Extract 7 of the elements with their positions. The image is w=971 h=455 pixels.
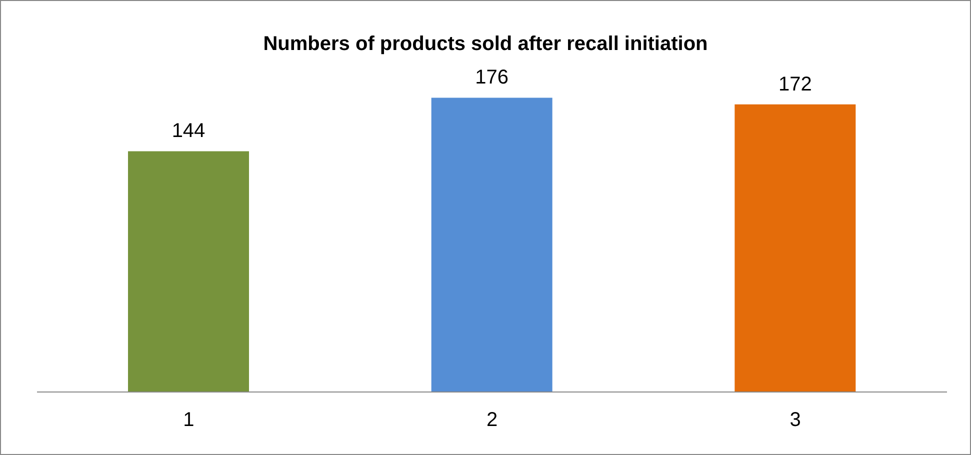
data-label: 144 (172, 120, 206, 142)
chart-title: Numbers of products sold after recall initiation (262, 33, 709, 56)
x-tick-label: 1 (183, 409, 194, 432)
x-tick-label: 3 (790, 409, 801, 432)
data-label: 176 (475, 66, 509, 89)
x-tick-label: 2 (486, 409, 498, 432)
data-label: 172 (778, 73, 812, 96)
